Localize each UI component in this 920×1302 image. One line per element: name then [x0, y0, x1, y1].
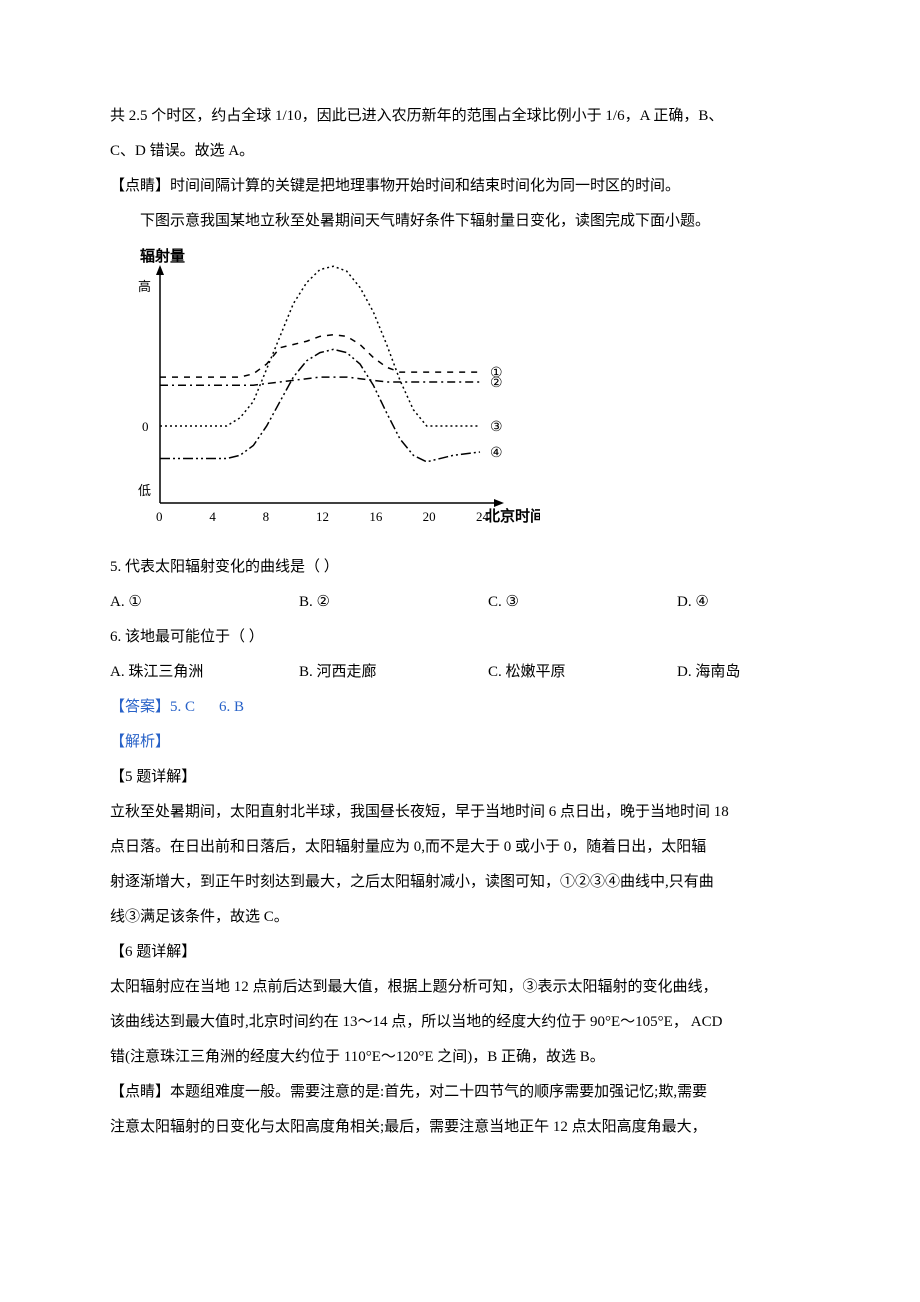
a6-tip2: 注意太阳辐射的日变化与太阳高度角相关;最后，需要注意当地正午 12 点太阳高度角…: [110, 1111, 810, 1144]
svg-text:③: ③: [490, 420, 503, 435]
intro-tip: 【点睛】时间间隔计算的关键是把地理事物开始时间和结束时间化为同一时区的时间。: [110, 170, 810, 203]
svg-text:0: 0: [142, 419, 149, 434]
q6-options: A. 珠江三角洲 B. 河西走廊 C. 松嫩平原 D. 海南岛: [110, 656, 810, 689]
q5-stem: 5. 代表太阳辐射变化的曲线是（ ）: [110, 551, 810, 584]
q6-opt-d: D. 海南岛: [677, 656, 810, 689]
svg-text:8: 8: [263, 509, 270, 524]
a6-p1: 太阳辐射应在当地 12 点前后达到最大值，根据上题分析可知，③表示太阳辐射的变化…: [110, 971, 810, 1004]
answer-line: 【答案】5. C 6. B: [110, 691, 810, 724]
radiation-chart: 辐射量高0低04812162024北京时间①②③④: [110, 248, 810, 546]
svg-text:北京时间: 北京时间: [485, 507, 540, 525]
a5-p2: 点日落。在日出前和日落后，太阳辐射量应为 0,而不是大于 0 或小于 0，随着日…: [110, 831, 810, 864]
q6-opt-b: B. 河西走廊: [299, 656, 488, 689]
intro-p2: C、D 错误。故选 A。: [110, 135, 810, 168]
a6-p3: 错(注意珠江三角洲的经度大约位于 110°E～120°E 之间)，B 正确，故选…: [110, 1041, 810, 1074]
answer-5: 5. C: [170, 699, 195, 715]
a5-p4: 线③满足该条件，故选 C。: [110, 901, 810, 934]
q5-opt-a: A. ①: [110, 586, 299, 619]
svg-text:低: 低: [138, 483, 151, 498]
q6-stem: 6. 该地最可能位于（ ）: [110, 621, 810, 654]
intro-stem: 下图示意我国某地立秋至处暑期间天气晴好条件下辐射量日变化，读图完成下面小题。: [110, 205, 810, 238]
a6-title: 【6 题详解】: [110, 936, 810, 969]
q6-opt-c: C. 松嫩平原: [488, 656, 677, 689]
a5-p1: 立秋至处暑期间，太阳直射北半球，我国昼长夜短，早于当地时间 6 点日出，晚于当地…: [110, 796, 810, 829]
q5-options: A. ① B. ② C. ③ D. ④: [110, 586, 810, 619]
intro-p1: 共 2.5 个时区，约占全球 1/10，因此已进入农历新年的范围占全球比例小于 …: [110, 100, 810, 133]
svg-text:16: 16: [369, 509, 383, 524]
q5-opt-b: B. ②: [299, 586, 488, 619]
svg-text:4: 4: [209, 509, 216, 524]
analysis-label: 【解析】: [110, 726, 810, 759]
svg-text:高: 高: [138, 279, 151, 294]
answer-6: 6. B: [219, 691, 244, 724]
a5-p3: 射逐渐增大，到正午时刻达到最大，之后太阳辐射减小，读图可知，①②③④曲线中,只有…: [110, 866, 810, 899]
a6-p2: 该曲线达到最大值时,北京时间约在 13～14 点，所以当地的经度大约位于 90°…: [110, 1006, 810, 1039]
a6-tip1: 【点睛】本题组难度一般。需要注意的是:首先，对二十四节气的顺序需要加强记忆;欺,…: [110, 1076, 810, 1109]
q5-opt-c: C. ③: [488, 586, 677, 619]
svg-text:④: ④: [490, 446, 503, 461]
a5-title: 【5 题详解】: [110, 761, 810, 794]
q6-opt-a: A. 珠江三角洲: [110, 656, 299, 689]
svg-text:0: 0: [156, 509, 163, 524]
svg-text:②: ②: [490, 376, 503, 391]
svg-text:20: 20: [423, 509, 436, 524]
q5-opt-d: D. ④: [677, 586, 810, 619]
svg-text:12: 12: [316, 509, 329, 524]
answer-label: 【答案】: [110, 699, 170, 715]
svg-text:辐射量: 辐射量: [140, 248, 185, 265]
